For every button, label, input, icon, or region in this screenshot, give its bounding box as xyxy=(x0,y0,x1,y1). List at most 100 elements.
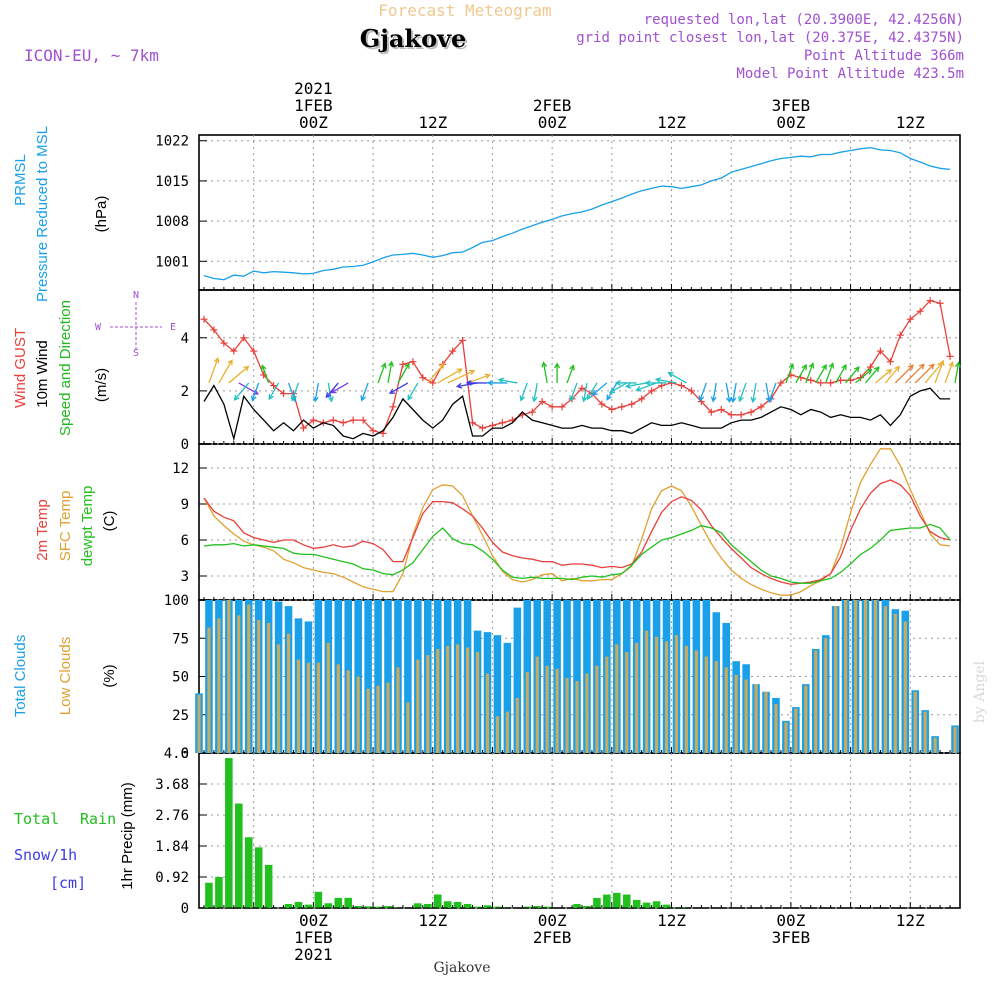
low-cloud-bar xyxy=(804,685,808,753)
wind-arrow-head xyxy=(710,396,717,403)
cloud-unit: (%) xyxy=(101,664,118,687)
total-label: Total xyxy=(14,810,59,828)
wind-arrow xyxy=(228,366,249,384)
wind-arrow-head xyxy=(828,362,835,369)
wind-arrow xyxy=(361,382,369,401)
wind-arrow xyxy=(954,362,960,384)
rain-bar xyxy=(483,905,492,908)
wind-arrow-head xyxy=(327,396,334,403)
pressure-label-2: Pressure Reduced to MSL xyxy=(34,126,51,302)
wind-arrow xyxy=(520,382,528,401)
wind-arrow-head xyxy=(918,363,925,370)
footer-location: Gjakove xyxy=(434,960,491,976)
wind-arrow-head xyxy=(581,396,588,403)
wind-arrow xyxy=(944,362,954,384)
rain-bar xyxy=(543,906,551,908)
wind-arrow xyxy=(884,366,900,384)
low-cloud-bar xyxy=(724,667,728,753)
dewpt-line xyxy=(203,523,951,584)
rain-bar xyxy=(314,891,323,908)
wind-arrow-head xyxy=(606,394,612,401)
wind-arrow-head xyxy=(243,365,250,372)
rain-bar xyxy=(244,837,253,908)
rain-bar xyxy=(463,903,472,908)
panel-frame-precip xyxy=(198,752,961,909)
wind-arrow-head xyxy=(853,366,860,373)
temp-unit: (C) xyxy=(101,511,118,532)
wind-arrow-head xyxy=(569,395,575,402)
rain-bar xyxy=(433,894,442,908)
y-tick-label-temp: 9 xyxy=(181,497,189,513)
low-cloud-bar xyxy=(704,656,708,753)
wind-arrow xyxy=(914,363,935,384)
wind-arrow-head xyxy=(497,377,505,384)
low-cloud-bar xyxy=(645,630,649,753)
y-tick-label-clouds: 100 xyxy=(164,593,189,609)
wind-arrow-head xyxy=(730,396,737,404)
time-label: 12Z xyxy=(657,113,686,132)
y-tick-label-pressure: 1022 xyxy=(155,134,189,150)
low-cloud-bar xyxy=(207,627,211,753)
rain-bar xyxy=(613,892,621,908)
wind-panel-labels: Wind GUST 10m Wind Speed and Direction (… xyxy=(12,290,176,436)
rain-bar xyxy=(354,905,362,908)
rain-bar xyxy=(334,897,343,908)
y-tick-label-precip: 0 xyxy=(181,901,189,917)
model-altitude: Model Point Altitude 423.5m xyxy=(736,66,964,82)
pressure-line xyxy=(203,146,951,281)
low-clouds-label: Low Clouds xyxy=(57,637,74,715)
rain-bar xyxy=(374,906,382,908)
wind-arrow xyxy=(389,382,409,394)
low-cloud-bar xyxy=(456,644,460,753)
low-cloud-bar xyxy=(545,665,549,753)
low-cloud-bar xyxy=(933,737,937,753)
rain-bar xyxy=(414,903,422,908)
rain-label: Rain xyxy=(80,810,116,828)
temp2m-label: 2m Temp xyxy=(34,499,51,560)
wind-arrow-head xyxy=(519,395,526,402)
rain-bar xyxy=(523,906,532,908)
time-label: 2FEB xyxy=(533,96,572,115)
rain-bar xyxy=(493,906,502,908)
wind-arrow xyxy=(835,364,847,384)
wind-arrow xyxy=(592,382,608,396)
wind-gust-label: Wind GUST xyxy=(12,328,29,408)
low-cloud-bar xyxy=(913,691,917,753)
wind-arrow xyxy=(261,365,270,384)
point-altitude: Point Altitude 366m xyxy=(804,48,964,64)
rain-bar xyxy=(384,905,392,908)
snow-label: Snow/1h xyxy=(14,846,77,864)
low-cloud-bar xyxy=(326,642,330,753)
time-label: 12Z xyxy=(418,113,447,132)
low-cloud-bar xyxy=(276,644,281,753)
wind-arrow xyxy=(314,382,320,402)
total-cloud-bar xyxy=(364,600,372,753)
wind-arrow-head xyxy=(325,392,332,399)
wind-arrow-head xyxy=(698,395,705,402)
wind-arrow xyxy=(924,362,943,384)
y-axis-ticks: 10221015100810014201296310075502504.63.6… xyxy=(155,134,207,917)
y-tick-label-clouds: 25 xyxy=(172,708,189,724)
wind-arrow xyxy=(864,366,880,384)
time-label: 1FEB xyxy=(294,928,333,947)
compass-rose: N W E S xyxy=(95,290,176,359)
wind-arrow xyxy=(668,372,687,384)
time-label: 2FEB xyxy=(533,928,572,947)
wind-arrow-head xyxy=(801,363,807,371)
low-cloud-bar xyxy=(824,638,828,753)
wind-unit: (m/s) xyxy=(93,368,110,402)
low-cloud-bar xyxy=(465,647,470,753)
y-tick-label-precip: 0.92 xyxy=(155,870,189,886)
y-tick-label-precip: 3.68 xyxy=(155,777,189,793)
low-cloud-bar xyxy=(625,652,629,753)
y-tick-label-precip: 2.76 xyxy=(155,808,189,824)
wind-arrow-head xyxy=(667,371,674,378)
wind-arrow xyxy=(407,382,419,400)
wind-arrow xyxy=(387,361,393,384)
low-cloud-bar xyxy=(903,621,907,753)
rain-bar xyxy=(324,903,333,908)
y-tick-label-wind: 0 xyxy=(181,437,189,453)
wind-arrow xyxy=(725,382,731,402)
wind-arrow-head xyxy=(227,359,233,366)
